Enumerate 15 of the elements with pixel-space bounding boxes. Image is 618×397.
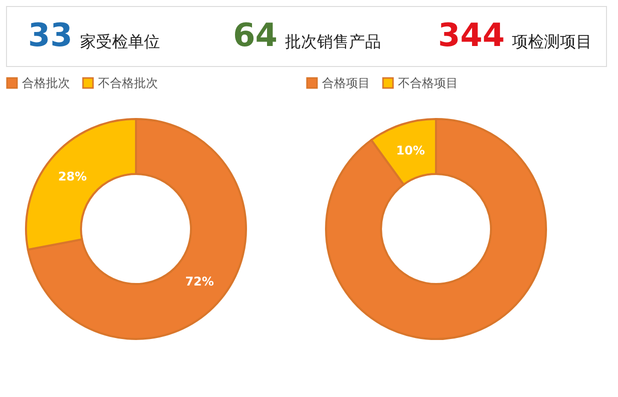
text: 批次销售产品 (285, 32, 381, 51)
legend-label: 合格批次 (22, 76, 70, 90)
data-label: 10% (396, 144, 425, 158)
text: 64 (233, 16, 278, 54)
donut-slice (325, 118, 547, 340)
text: 33 (28, 16, 73, 54)
text: 344 (438, 16, 505, 54)
donut-slice (26, 118, 247, 340)
data-label: 72% (185, 274, 214, 289)
text: 项检测项目 (512, 32, 592, 51)
legend-label: 不合格批次 (98, 76, 158, 90)
data-label: 28% (58, 169, 87, 184)
text: 家受检单位 (80, 32, 160, 51)
legend-label: 不合格项目 (398, 76, 458, 90)
legend-label: 合格项目 (322, 76, 370, 90)
